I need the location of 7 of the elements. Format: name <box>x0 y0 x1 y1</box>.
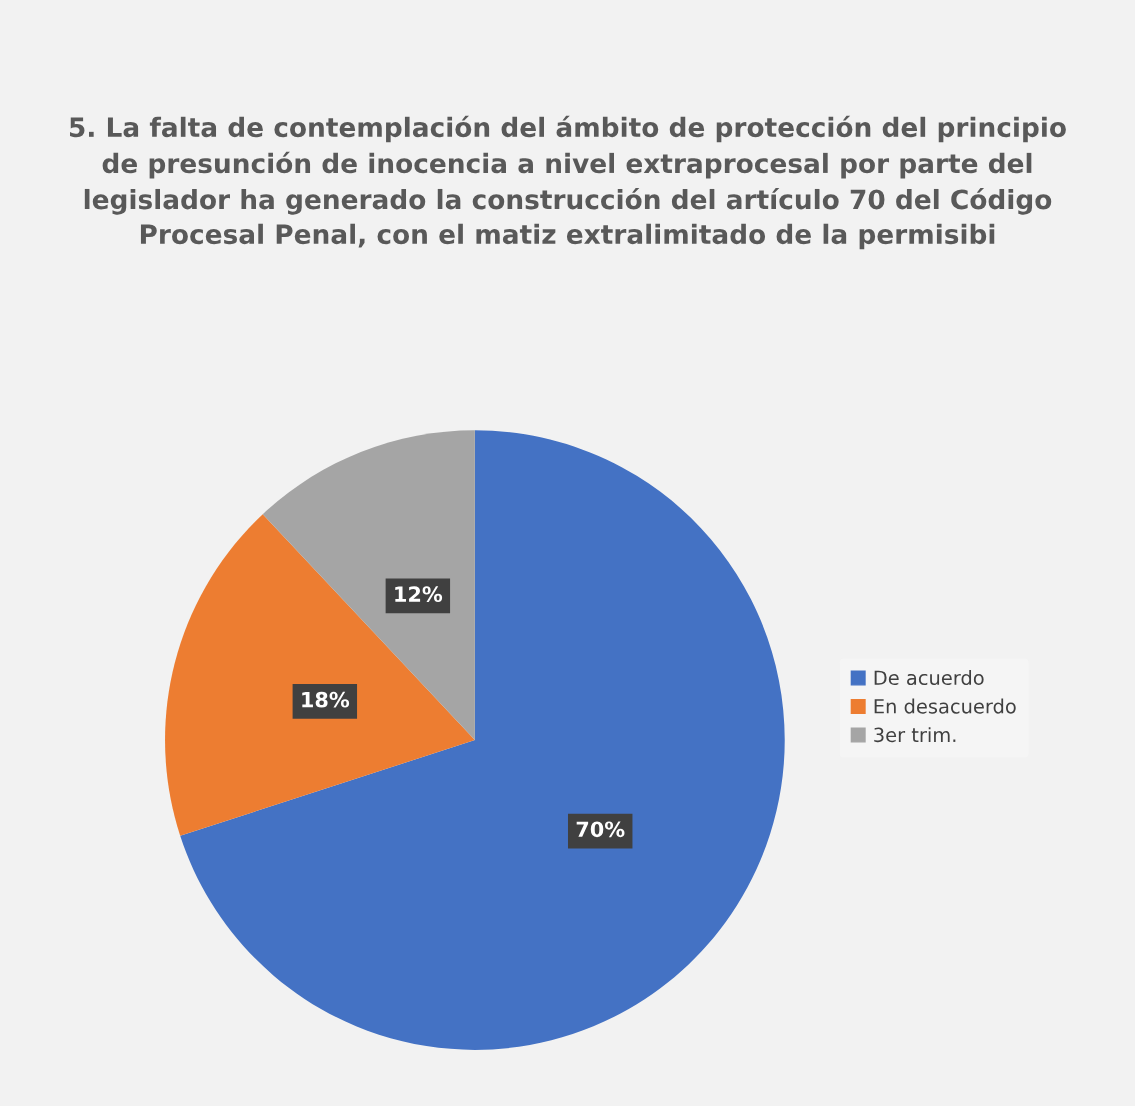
legend-label: 3er trim. <box>874 727 956 743</box>
data-label: 18% <box>302 691 350 708</box>
legend-label: De acuerdo <box>874 670 984 686</box>
data-label: 70% <box>576 821 625 838</box>
legend-label: En desacuerdo <box>874 698 1016 714</box>
data-label: 12% <box>395 586 443 603</box>
chart-title: 5. La falta de contemplación del ámbito de protección del principio de presunción de inocencia a nivel extraprocesal por parte del legislador ha generado la construcción del artículo 70 del Código Procesal Penal, con el matiz extralimitado de la permisibi <box>70 115 1066 250</box>
